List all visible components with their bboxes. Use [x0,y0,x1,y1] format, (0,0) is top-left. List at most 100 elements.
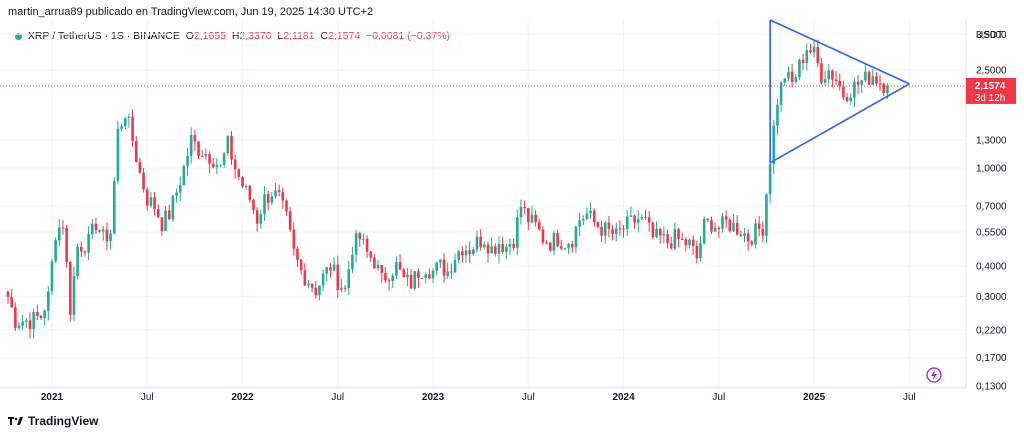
candle-body [816,47,820,64]
candle-body [790,71,794,82]
price-axis[interactable]: 3,5000 2,5000 1,3000 1,0000 0,7000 0,5500 0,40… [976,30,1007,393]
candle-body [589,210,592,214]
candle-body [691,239,695,246]
candle-body [886,85,889,94]
candle-body [461,251,464,256]
candle-body [329,267,332,271]
candle-body [706,219,710,221]
candle-body [340,287,343,291]
symbol-name[interactable]: XRP / TetherUS · 1S · BINANCE [27,30,180,42]
candle-body [505,246,508,253]
high-label: H [231,30,240,42]
candle-body [230,135,233,160]
candle-body [838,81,842,87]
time-axis[interactable]: 2021 Jul 2022 Jul 2023 Jul 2024 Jul 2025 Jul [41,392,916,403]
candle-body [486,244,490,254]
grid-lines [0,20,966,388]
time-tick-label: 2023 [422,392,445,403]
candle-body [743,233,746,236]
triangle-upper-line[interactable] [769,19,910,85]
candle-body [391,275,395,281]
candle-body [856,81,860,85]
tradingview-logo-icon [8,417,23,425]
candle-body [754,223,757,245]
candle-body [36,312,39,316]
candle-body [871,76,875,85]
candle-body [757,223,761,229]
candle-body [171,195,175,220]
candle-body [307,283,310,286]
candle-body [43,310,46,318]
time-tick-label: Jul [712,392,725,403]
candle-body [94,223,98,231]
price-tick-label: 0,2200 [976,325,1007,336]
candle-body [538,222,541,230]
candle-body [406,274,409,278]
candle-body [58,227,61,241]
lightning-icon[interactable] [926,367,942,383]
candle-body [490,246,493,254]
candle-body [563,248,567,250]
candle-body [483,244,486,248]
candle-body [127,116,131,118]
candle-body [244,185,248,187]
candle-body [680,238,684,240]
candle-body [197,141,200,156]
candle-body [457,251,460,261]
candle-body [772,125,776,165]
candle-body [446,271,449,276]
candle-body [823,79,827,83]
low-value: 2,1181 [283,30,315,42]
candle-body [497,243,501,254]
candle-body [417,271,420,278]
candle-body [10,296,13,308]
candle-body [101,229,105,232]
price-tick-label: 2,5000 [976,66,1007,77]
candle-body [699,243,702,259]
price-tick-label: 0,3000 [976,292,1007,303]
candle-body [677,229,680,239]
candle-body [182,166,186,186]
candle-body [501,243,504,253]
candle-body [860,80,864,85]
candle-body [721,216,724,229]
triangle-pattern[interactable] [769,19,910,164]
candle-body [387,280,391,282]
candle-body [545,242,548,244]
triangle-lower-line[interactable] [769,83,910,164]
candle-body [607,222,611,229]
candle-body [65,227,68,263]
candle-body [779,82,783,105]
candle-body [787,71,790,79]
candle-body [812,47,816,53]
candle-body [827,70,831,80]
price-change: −0,0081 (−0,37%) [365,30,451,42]
candle-body [47,291,50,311]
candle-body [523,207,526,209]
currency-label[interactable]: USDT [976,30,1003,41]
candle-body [222,153,226,165]
candle-body [695,245,699,259]
time-tick-label: Jul [522,392,535,403]
candle-body [252,199,255,211]
candle-body [21,321,24,326]
candle-body [622,228,625,230]
candle-body [138,162,142,173]
candle-body [175,192,178,196]
candle-body [281,192,285,201]
candle-body [834,79,838,82]
candle-body [369,251,373,258]
price-tick-label: 0,5500 [976,227,1007,238]
candle-body [50,261,54,292]
candle-body [189,135,193,156]
footer-branding: TradingView [8,414,98,428]
candle-body [351,254,354,270]
candle-body [263,194,266,215]
last-price-tag-bg [966,77,1016,104]
candle-body [354,233,358,255]
candle-body [853,81,856,98]
candle-body [321,273,325,286]
candle-body [472,249,475,255]
candle-body [673,229,677,249]
